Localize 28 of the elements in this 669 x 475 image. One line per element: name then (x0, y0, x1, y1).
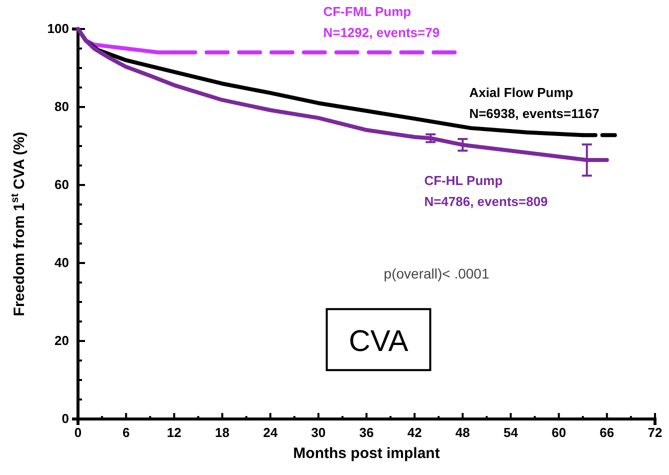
annotation: N=4786, events=809 (424, 194, 548, 210)
x-tick-label: 42 (407, 425, 422, 440)
annotation: CVA (348, 325, 408, 358)
x-axis-title: Months post implant (293, 445, 440, 462)
x-tick-label: 60 (552, 425, 566, 440)
x-tick-label: 12 (166, 425, 182, 440)
y-tick-label: 100 (47, 21, 69, 36)
x-tick-label: 18 (215, 425, 230, 440)
y-tick-label: 0 (62, 411, 69, 426)
y-tick-label: 80 (54, 99, 69, 114)
x-tick-label: 48 (455, 425, 470, 440)
x-tick-label: 54 (504, 425, 519, 440)
x-tick-label: 0 (74, 425, 82, 440)
x-tick-label: 72 (648, 425, 662, 440)
y-tick-label: 40 (54, 255, 69, 270)
x-tick-label: 36 (359, 425, 374, 440)
x-tick-label: 30 (311, 425, 326, 440)
text: Axial Flow Pump (469, 84, 574, 100)
annotation: p(overall)< .0001 (384, 266, 490, 282)
x-tick-label: 66 (600, 425, 614, 440)
x-tick-label: 6 (122, 425, 130, 440)
series-label: CF-HL Pump (424, 173, 503, 188)
annotation: N=6938, events=1167 (469, 106, 600, 121)
x-tick-label: 24 (263, 425, 278, 440)
y-tick-label: 20 (54, 333, 69, 348)
annotation: N=1292, events=79 (323, 24, 440, 40)
text: CF-FML Pump (323, 4, 412, 19)
y-tick-label: 60 (54, 177, 69, 192)
